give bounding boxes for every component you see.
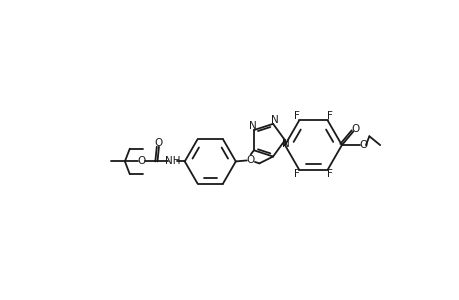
Text: F: F: [293, 111, 299, 121]
Text: N: N: [281, 139, 289, 149]
Text: NH: NH: [165, 156, 180, 167]
Text: O: O: [246, 155, 254, 165]
Text: N: N: [248, 122, 256, 131]
Text: O: O: [358, 140, 367, 150]
Text: N: N: [271, 115, 278, 125]
Text: F: F: [327, 111, 333, 121]
Text: F: F: [327, 169, 333, 179]
Text: F: F: [293, 169, 299, 179]
Text: O: O: [351, 124, 359, 134]
Text: O: O: [155, 138, 163, 148]
Text: O: O: [137, 156, 146, 167]
